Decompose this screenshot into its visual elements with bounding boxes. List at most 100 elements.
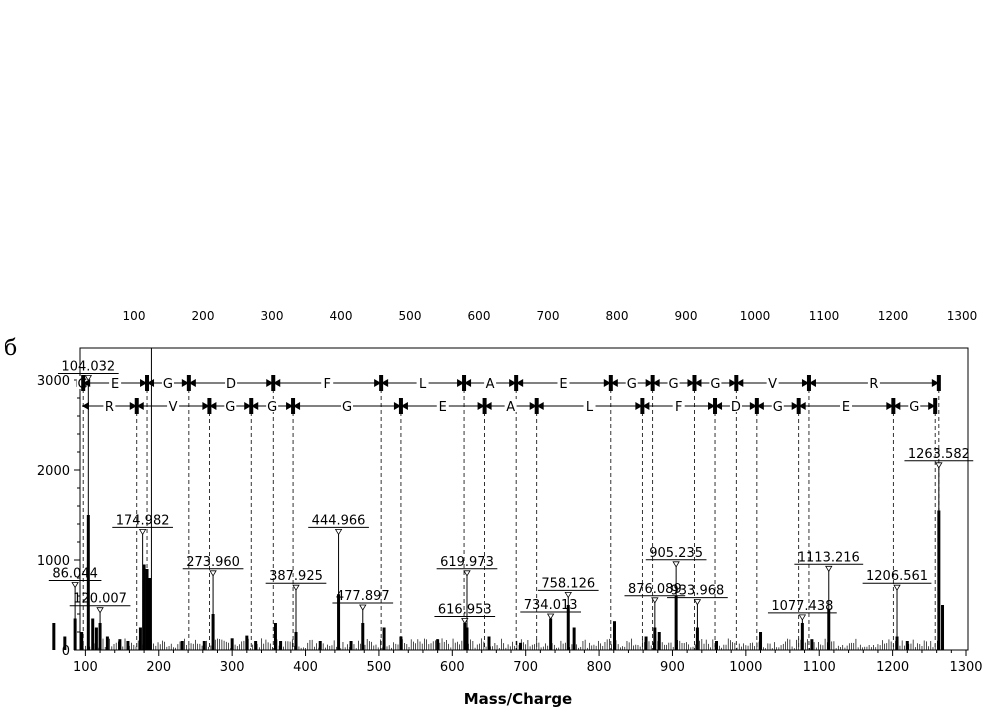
peak-mass-label: 104.032 (61, 360, 115, 375)
top-sequence-arrow-right (181, 379, 189, 387)
spectrum-peak (349, 641, 353, 650)
annotation-marker (209, 570, 217, 577)
x-tick-label: 1300 (949, 660, 982, 675)
spectrum-peak (279, 641, 283, 650)
bottom-sequence-residue-label: E (439, 400, 447, 415)
x-tick-label: 800 (587, 660, 612, 675)
top-sequence-residue-label: L (419, 377, 427, 392)
bottom-sequence-arrow-left (293, 402, 301, 410)
bottom-sequence-arrow-left (251, 402, 259, 410)
spectrum-peak (80, 632, 84, 650)
top-sequence-arrow-right (509, 379, 517, 387)
panel-label: б (4, 336, 18, 361)
bottom-sequence-boundary-mark (249, 398, 254, 414)
peak-mass-label: 758.126 (541, 576, 595, 591)
top-axis-tick-label: 1300 (947, 309, 978, 323)
top-sequence-arrow-right (645, 379, 653, 387)
top-sequence-boundary-mark (81, 375, 86, 391)
peak-mass-label: 1077.438 (771, 599, 833, 614)
spectrum-peak (142, 564, 146, 650)
top-sequence-residue-label: G (710, 377, 720, 392)
spectrum-peak (118, 639, 122, 650)
bottom-sequence-arrow-left (484, 402, 492, 410)
top-sequence-arrow-right (140, 379, 148, 387)
top-sequence-boundary-mark (806, 375, 811, 391)
spectrum-peak (273, 623, 277, 650)
spectrum-peak (148, 578, 152, 650)
spectrum-peak (714, 641, 718, 650)
spectrum-peak (138, 627, 142, 650)
top-sequence-arrow-right (374, 379, 382, 387)
top-sequence-residue-label: D (226, 377, 236, 392)
top-sequence-letter-bg (416, 376, 429, 389)
top-sequence-residue-label: G (669, 377, 679, 392)
annotation-marker (463, 570, 471, 577)
bottom-sequence-residue-label: D (731, 400, 741, 415)
top-sequence-boundary-mark (514, 375, 519, 391)
top-sequence-arrow-right (266, 379, 274, 387)
annotation-marker (334, 529, 343, 536)
bottom-sequence-arrow-left (536, 402, 544, 410)
peak-mass-label: 734.013 (524, 598, 578, 613)
top-sequence-arrow-left (273, 379, 281, 387)
spectrum-peak (63, 636, 67, 650)
top-axis-tick-label: 1100 (809, 309, 840, 323)
top-axis-tick-label: 500 (399, 309, 422, 323)
bottom-sequence-arrow-left (82, 402, 89, 410)
peak-mass-label: 1263.582 (908, 447, 970, 462)
top-axis-tick-label: 900 (675, 309, 698, 323)
bottom-sequence-residue-label: G (909, 400, 919, 415)
peak-mass-label: 619.973 (440, 555, 494, 570)
bottom-sequence-residue-label: A (506, 400, 515, 415)
top-sequence-residue-label: F (323, 377, 330, 392)
spectrum-peak (810, 639, 814, 650)
top-sequence-boundary-mark (650, 375, 655, 391)
annotation-marker (359, 604, 367, 611)
top-sequence-arrow-left (694, 379, 702, 387)
spectrum-peak (399, 636, 403, 650)
top-sequence-boundary-mark (608, 375, 613, 391)
top-sequence-arrow-left (464, 379, 472, 387)
top-axis-tick-label: 100 (123, 309, 146, 323)
peak-mass-label: 444.966 (312, 513, 366, 528)
bottom-sequence-residue-label: E (842, 400, 850, 415)
peak-mass-label: 1113.216 (798, 550, 860, 565)
bottom-sequence-letter-bg (341, 399, 354, 412)
x-tick-label: 900 (660, 660, 685, 675)
peak-mass-label: 273.960 (186, 555, 240, 570)
annotation-marker (292, 584, 300, 591)
spectrum-peak (105, 636, 109, 650)
bottom-sequence-letter-bg (266, 399, 279, 412)
peak-mass-label: 86.044 (52, 567, 98, 582)
annotation-marker (798, 614, 807, 621)
bottom-sequence-boundary-mark (891, 398, 896, 414)
x-tick-label: 200 (146, 660, 171, 675)
top-sequence-residue-label: E (111, 377, 119, 392)
top-sequence-letter-bg (766, 376, 779, 389)
spectrum-peak (52, 623, 56, 650)
top-sequence-letter-bg (667, 376, 680, 389)
bottom-sequence-arrow-right (928, 402, 936, 410)
bottom-sequence-residue-label: G (225, 400, 235, 415)
top-sequence-letter-bg (321, 376, 334, 389)
top-sequence-residue-label: G (627, 377, 637, 392)
spectrum-peak (657, 632, 661, 650)
top-sequence-boundary-mark (462, 375, 467, 391)
bottom-sequence-residue-label: F (675, 400, 682, 415)
bottom-sequence-boundary-mark (398, 398, 403, 414)
bottom-sequence-boundary-mark (796, 398, 801, 414)
top-sequence-residue-label: V (768, 377, 777, 392)
top-sequence-boundary-mark (145, 375, 150, 391)
peak-mass-label: 616.953 (438, 603, 492, 618)
x-tick-label: 400 (293, 660, 318, 675)
top-sequence-boundary-mark (186, 375, 191, 391)
peak-mass-label: 120.007 (73, 592, 127, 607)
top-axis-tick-label: 300 (261, 309, 284, 323)
top-sequence-arrow-left (147, 379, 155, 387)
y-tick-label: 0 (62, 644, 70, 659)
bottom-sequence-letter-bg (583, 399, 596, 412)
spectrum-peak (180, 641, 184, 650)
annotation-marker (672, 561, 680, 568)
